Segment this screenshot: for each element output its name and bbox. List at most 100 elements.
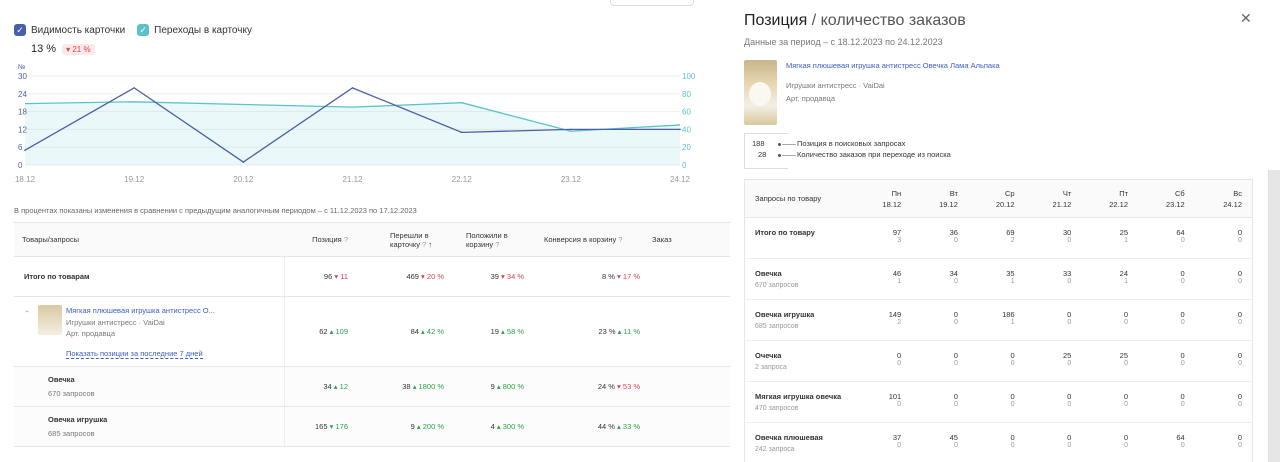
queries-row: Овечка игрушка 685 запросов 149 2 0 0 186 1 0 0 0 0…: [744, 299, 1253, 341]
panel-product-article: Арт. продавца: [786, 94, 836, 103]
mini-legend-position-label: Позиция в поисковых запросах: [797, 139, 906, 148]
position-value: 0: [953, 310, 958, 319]
left-tick-label: 6: [18, 143, 23, 152]
help-icon[interactable]: ?: [618, 235, 623, 244]
help-icon[interactable]: ?: [422, 239, 427, 249]
show-positions-link[interactable]: Показать позиции за последние 7 дней: [66, 349, 203, 359]
right-tick-label: 20: [682, 143, 691, 152]
position-value: 24: [1119, 269, 1129, 278]
product-link[interactable]: Мягкая плюшевая игрушка антистресс О...: [66, 306, 215, 315]
x-tick-label: 23.12: [561, 175, 582, 184]
orders-value: 0: [1238, 278, 1242, 285]
legend-clicks[interactable]: ✓ Переходы в карточку: [137, 24, 252, 36]
position-value: 45: [949, 433, 958, 442]
chart-legend: ✓ Видимость карточки ✓ Переходы в карточ…: [14, 24, 252, 36]
legend-visibility[interactable]: ✓ Видимость карточки: [14, 24, 125, 36]
x-tick-label: 22.12: [452, 175, 473, 184]
day-name: Чт: [1062, 188, 1072, 198]
left-tick-label: 18: [18, 108, 27, 117]
position-value: 46: [892, 269, 902, 278]
table-row-product: ⌃ Мягкая плюшевая игрушка антистресс О..…: [14, 296, 730, 367]
cell-delta: ▴ 42 %: [421, 327, 444, 336]
orders-value: 0: [1124, 360, 1129, 367]
products-table: Товары/запросы Позиция ? Перешли в карто…: [14, 222, 730, 447]
position-value: 0: [1010, 433, 1015, 442]
close-icon[interactable]: ✕: [1240, 10, 1252, 26]
data-point: [351, 87, 354, 89]
kpi: 13 % ▾ 21 %: [31, 43, 95, 55]
col-day: Пт 22.12: [1081, 179, 1139, 218]
col-position-label: Позиция: [312, 235, 342, 244]
leader-line: [782, 144, 796, 145]
x-tick-label: 21.12: [342, 175, 363, 184]
day-date: 23.12: [1165, 199, 1185, 209]
position-value: 0: [1067, 392, 1072, 401]
checkbox-checked-icon: ✓: [14, 24, 26, 36]
orders-value: 0: [897, 442, 902, 449]
col-day: Вт 19.12: [911, 179, 968, 218]
cell-delta: ▾ 17 %: [617, 272, 640, 281]
orders-value: 1: [1010, 278, 1015, 285]
queries-row: Овечка плюшевая 242 запроса 37 0 45 0 0 0 0 0 0 0 64…: [744, 422, 1253, 462]
cell-delta: ▴ 58 %: [501, 327, 524, 336]
cell-delta: ▾ 176: [329, 422, 348, 431]
orders-value: 1: [1124, 237, 1129, 244]
chevron-up-icon[interactable]: ⌃: [24, 309, 31, 318]
legend-clicks-label: Переходы в карточку: [154, 24, 252, 36]
kpi-delta-badge: ▾ 21 %: [62, 43, 95, 55]
side-panel: Позиция / количество заказов ✕ Данные за…: [730, 0, 1280, 462]
query-name: Очечка: [755, 351, 782, 360]
sort-up-icon[interactable]: ↑: [428, 239, 433, 249]
orders-value: 0: [1180, 401, 1185, 408]
product-category: Игрушки антистресс · VaiDai: [66, 318, 165, 327]
position-value: 0: [897, 351, 902, 360]
orders-value: 0: [897, 401, 902, 408]
panel-title-main: Позиция: [744, 12, 808, 29]
cell-value: 9: [410, 422, 415, 431]
cell-delta: ▾ 11: [334, 272, 348, 281]
col-position[interactable]: Позиция ?: [284, 222, 362, 257]
row-label: Итого по товарам: [14, 256, 284, 297]
query-name: Овечка плюшевая: [755, 433, 823, 442]
left-tick-label: 12: [18, 125, 27, 134]
scrollbar[interactable]: [1268, 170, 1280, 462]
position-value: 25: [1119, 351, 1129, 360]
col-go[interactable]: Перешли в карточку ? ↑: [362, 222, 452, 257]
help-icon[interactable]: ?: [343, 235, 348, 244]
day-name: Вс: [1233, 188, 1242, 198]
col-conversion-label: Конверсия в корзину: [544, 235, 617, 244]
orders-value: 0: [954, 360, 958, 367]
col-cart[interactable]: Положили в корзину ?: [452, 222, 532, 257]
position-value: 0: [1237, 269, 1242, 278]
cell-value: 9: [490, 382, 495, 391]
col-orders[interactable]: Заказ: [652, 222, 730, 257]
query-count: 470 запросов: [755, 405, 799, 412]
help-icon[interactable]: ?: [495, 239, 500, 249]
day-date: 21.12: [1052, 199, 1072, 209]
orders-value: 0: [1067, 442, 1072, 449]
col-conversion[interactable]: Конверсия в корзину ?: [532, 222, 652, 257]
day-name: Пт: [1119, 188, 1129, 198]
top-dropdown[interactable]: [610, 0, 694, 6]
orders-value: 0: [954, 401, 958, 408]
cell-delta: ▴ 11 %: [617, 327, 640, 336]
query-name: Овечка игрушка: [755, 310, 815, 319]
position-value: 25: [1119, 228, 1129, 237]
col-products[interactable]: Товары/запросы: [14, 222, 284, 257]
position-value: 101: [888, 392, 902, 401]
mini-legend-position: 188: [752, 139, 765, 148]
position-value: 0: [1237, 310, 1242, 319]
col-day: Чт 21.12: [1024, 179, 1082, 218]
cell-value: 8 %: [602, 272, 615, 281]
cell-value: 39: [490, 272, 499, 281]
position-value: 33: [1062, 269, 1072, 278]
mini-legend-orders: 28: [758, 150, 767, 159]
kpi-value: 13 %: [31, 43, 57, 55]
cell-delta: ▴ 200 %: [416, 422, 444, 431]
panel-product-link[interactable]: Мягкая плюшевая игрушка антистресс Овечк…: [786, 61, 1000, 70]
query-count: 670 запросов: [755, 282, 799, 289]
orders-value: 0: [954, 319, 958, 326]
cell-value: 84: [410, 327, 419, 336]
left-tick-label: 0: [18, 161, 23, 170]
